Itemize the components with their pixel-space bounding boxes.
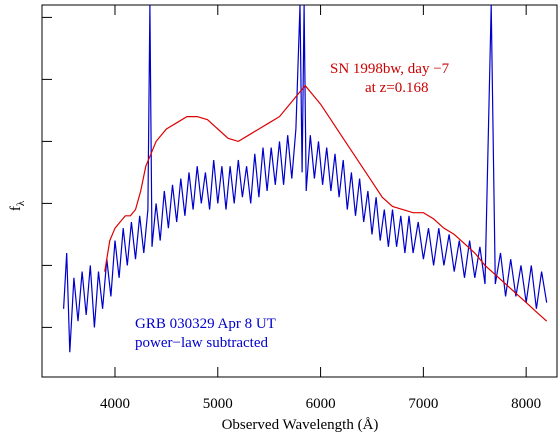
y-axis-label-main: f [8, 206, 24, 211]
x-tick-label: 4000 [100, 396, 130, 412]
x-tick-label: 5000 [203, 396, 233, 412]
x-tick-label: 6000 [306, 396, 336, 412]
x-tick-label: 7000 [408, 396, 438, 412]
annotation: power−law subtracted [135, 335, 268, 351]
x-tick-label: 8000 [511, 396, 541, 412]
spectrum-line [104, 84, 548, 322]
y-axis-label-subscript: λ [15, 200, 27, 206]
annotation: at z=0.168 [365, 80, 428, 96]
y-axis-label: fλ [8, 200, 27, 211]
plot-frame [41, 4, 558, 378]
spectrum-line [63, 5, 548, 353]
plot-area [63, 5, 548, 353]
annotation: SN 1998bw, day −7 [330, 61, 450, 77]
annotation: GRB 030329 Apr 8 UT [135, 316, 276, 332]
x-axis-label: Observed Wavelength (Å) [222, 417, 379, 433]
